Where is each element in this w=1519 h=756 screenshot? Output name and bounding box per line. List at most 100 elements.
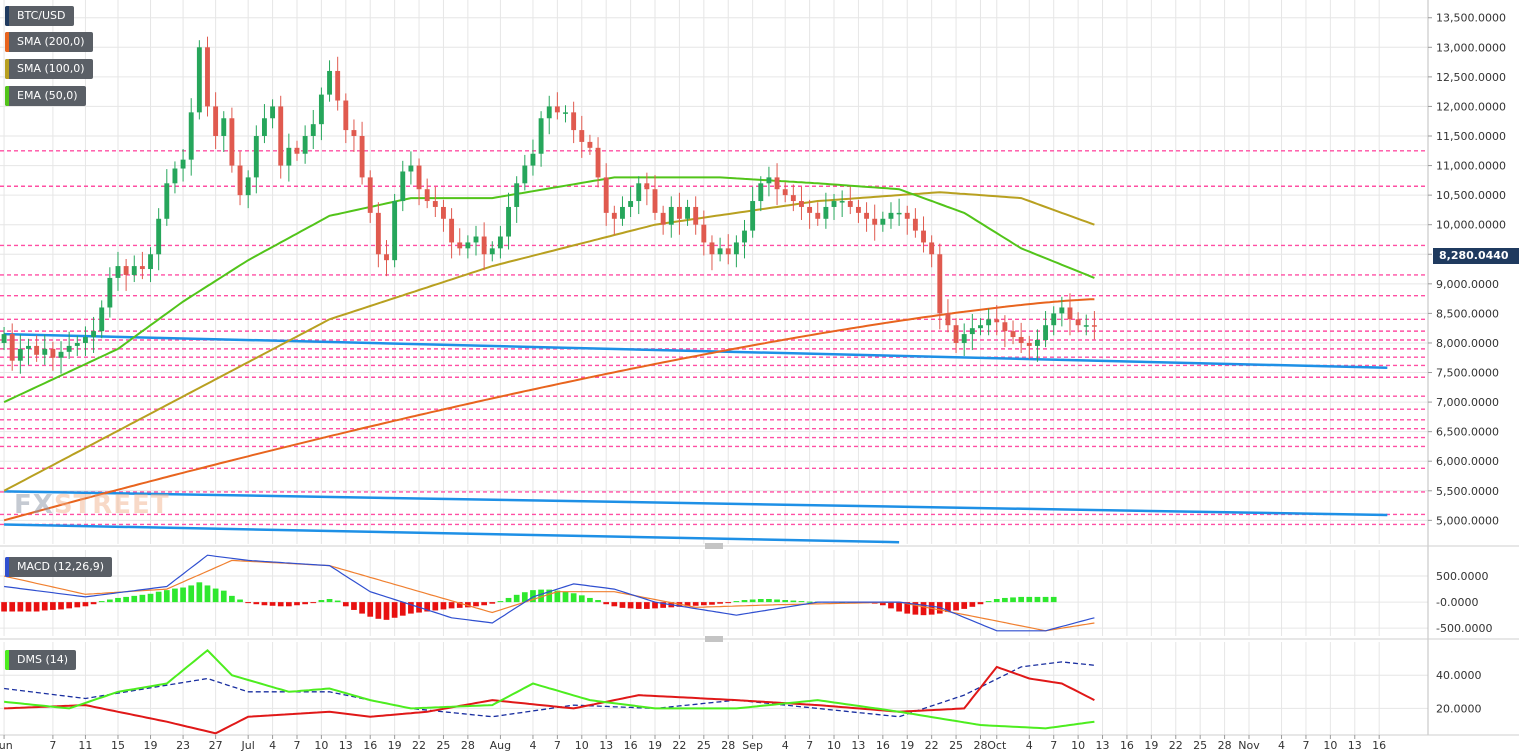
candle-body xyxy=(847,201,853,207)
candle-body xyxy=(571,112,577,131)
candle-body xyxy=(441,206,446,219)
candle-body xyxy=(1,334,7,343)
legend-ema50[interactable]: EMA (50,0) xyxy=(5,86,86,106)
legend-swatch xyxy=(5,557,9,577)
macd-histogram-bar xyxy=(619,602,626,608)
macd-histogram-bar xyxy=(611,602,618,607)
candle-body xyxy=(815,212,821,219)
macd-histogram-bar xyxy=(115,597,121,603)
x-tick-label: 10 xyxy=(575,739,589,752)
macd-histogram-bar xyxy=(513,594,520,603)
candle-body xyxy=(774,177,780,190)
legend-macd[interactable]: MACD (12,26,9) xyxy=(5,557,113,577)
candle-body xyxy=(896,212,902,215)
legend-dms[interactable]: DMS (14) xyxy=(5,650,77,670)
x-tick-label: 7 xyxy=(1302,739,1309,752)
x-tick-label: 28 xyxy=(973,739,987,752)
macd-histogram-bar xyxy=(725,602,732,604)
x-tick-label: 7 xyxy=(554,739,561,752)
legend-swatch xyxy=(5,650,9,670)
candle-body xyxy=(286,147,292,166)
candle-body xyxy=(497,236,503,249)
candle-body xyxy=(864,212,870,219)
candle-body xyxy=(188,112,194,160)
candle-body xyxy=(327,70,332,95)
macd-histogram-bar xyxy=(196,582,203,603)
candle-body xyxy=(742,230,747,243)
candle-body xyxy=(766,177,772,184)
candle-body xyxy=(660,212,666,225)
candle-body xyxy=(758,183,764,202)
x-tick-label: 13 xyxy=(851,739,865,752)
candle-body xyxy=(408,165,414,172)
macd-histogram-bar xyxy=(977,602,984,605)
candle-body xyxy=(1051,313,1057,326)
legend-sma100[interactable]: SMA (100,0) xyxy=(5,59,93,79)
macd-histogram-bar xyxy=(334,600,341,603)
di-plus-line xyxy=(4,648,1095,730)
macd-histogram-bar xyxy=(448,602,455,609)
legend-btcusd[interactable]: BTC/USD xyxy=(5,6,74,26)
candle-body xyxy=(91,331,97,338)
y-tick-label: 8,500.0000 xyxy=(1436,307,1499,320)
macd-histogram-bar xyxy=(17,602,24,612)
x-tick-label: 11 xyxy=(78,739,92,752)
fxstreet-watermark: FXSTREET xyxy=(14,490,170,520)
candle-body xyxy=(685,206,690,219)
candle-body xyxy=(367,177,373,213)
legend-label: DMS (14) xyxy=(17,653,69,666)
macd-histogram-bar xyxy=(1010,597,1016,603)
legend-sma200[interactable]: SMA (200,0) xyxy=(5,32,93,52)
candle-body xyxy=(50,348,56,358)
candle-body xyxy=(26,345,31,349)
macd-histogram-bar xyxy=(652,602,658,609)
candle-body xyxy=(587,141,593,148)
legend-label: SMA (100,0) xyxy=(17,62,85,75)
candle-body xyxy=(538,118,544,154)
x-tick-label: 13 xyxy=(339,739,353,752)
candle-body xyxy=(278,106,284,166)
candle-body xyxy=(262,118,267,136)
candle-body xyxy=(302,136,308,154)
macd-histogram-bar xyxy=(456,602,463,608)
candle-body xyxy=(115,266,121,278)
macd-histogram-bar xyxy=(359,602,365,614)
macd-histogram-bar xyxy=(953,602,959,611)
x-tick-label: 25 xyxy=(1193,739,1207,752)
y-tick-label: 6,000.0000 xyxy=(1436,455,1499,468)
x-tick-label: Nov xyxy=(1238,739,1260,752)
macd-histogram-bar xyxy=(538,589,544,603)
candle-body xyxy=(457,242,463,249)
macd-histogram-bar xyxy=(888,602,894,609)
y-tick-label: 6,500.0000 xyxy=(1436,426,1499,439)
macd-histogram-bar xyxy=(269,602,276,606)
candle-body xyxy=(733,242,739,255)
candle-body xyxy=(99,307,105,332)
x-tick-label: Sep xyxy=(742,739,763,752)
ema50-line xyxy=(3,176,1095,404)
candle-body xyxy=(563,112,568,114)
x-tick-label: 16 xyxy=(1120,739,1134,752)
candle-body xyxy=(66,345,72,352)
macd-histogram-bar xyxy=(277,602,284,607)
macd-histogram-bar xyxy=(326,598,333,603)
candle-body xyxy=(416,165,422,190)
macd-histogram-bar xyxy=(302,602,308,605)
x-tick-label: Oct xyxy=(987,739,1007,752)
candle-body xyxy=(807,206,813,213)
candle-body xyxy=(636,183,642,202)
candle-body xyxy=(1002,322,1008,332)
macd-histogram-bar xyxy=(106,599,113,603)
macd-histogram-bar xyxy=(204,585,211,603)
macd-histogram-bar xyxy=(692,602,699,606)
candle-body xyxy=(1083,325,1089,327)
x-tick-label: 10 xyxy=(314,739,328,752)
macd-histogram-bar xyxy=(1034,596,1041,603)
x-tick-label: 13 xyxy=(1096,739,1110,752)
candle-body xyxy=(969,328,975,335)
x-tick-label: 10 xyxy=(1323,739,1337,752)
candle-body xyxy=(888,212,894,219)
x-tick-label: Jul xyxy=(241,739,255,752)
macd-histogram-bar xyxy=(310,602,317,604)
